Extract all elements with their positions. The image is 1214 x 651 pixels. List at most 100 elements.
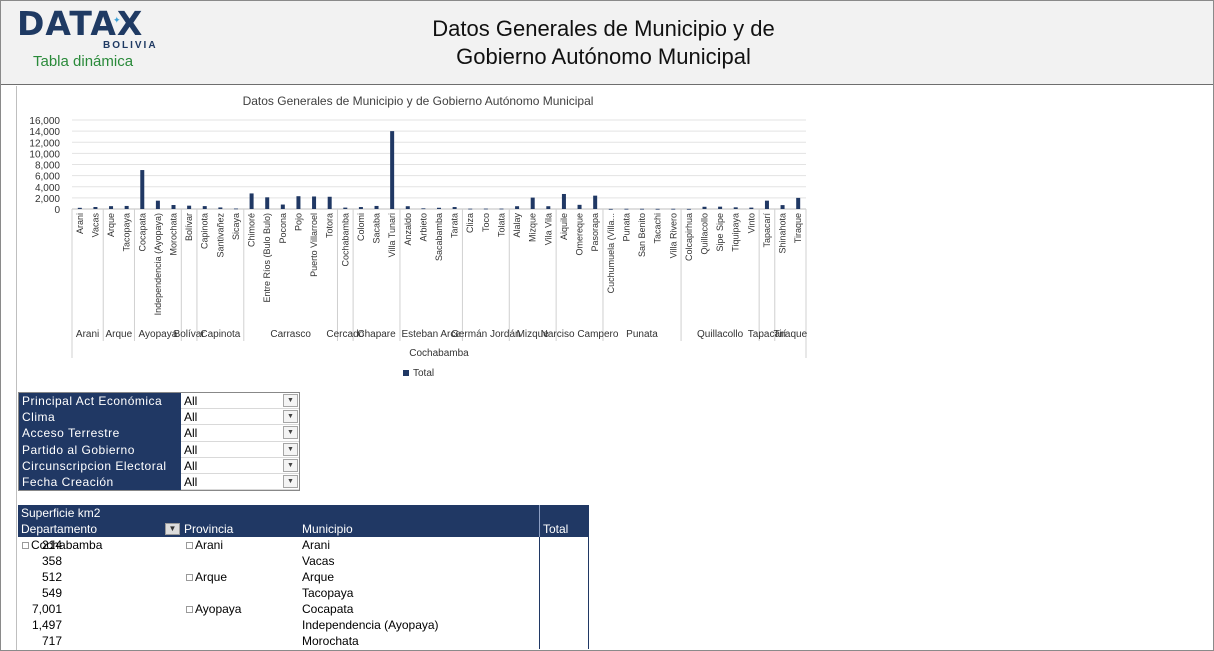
pivot-body: Cochabamba Arani Arani 214 Vacas 358 Arque Arqu… xyxy=(18,537,589,649)
province-label: Carrasco xyxy=(270,329,311,340)
bar xyxy=(561,193,566,209)
cell-municipio-text: Arque xyxy=(302,570,335,584)
y-tick-label: 12,000 xyxy=(29,138,60,149)
total-cell-border xyxy=(539,601,589,617)
chevron-down-icon[interactable]: ▼ xyxy=(283,410,298,424)
cell-municipio-text: Arani xyxy=(302,538,331,552)
filter-row: Partido al Gobierno All ▼ xyxy=(19,441,299,458)
x-tick-label: Colcapirhua xyxy=(684,213,694,261)
cell-provincia[interactable]: Arque xyxy=(186,569,227,585)
filter-select[interactable]: All ▼ xyxy=(181,457,299,474)
bar xyxy=(530,197,535,209)
page-title-line2: Gobierno Autónomo Municipal xyxy=(456,44,751,69)
page-title-line1: Datos Generales de Municipio y de xyxy=(432,16,775,41)
bar xyxy=(499,208,504,210)
x-tick-label: Independencia (Ayopaya) xyxy=(153,213,163,315)
bar xyxy=(280,204,285,209)
cell-total: 7,001 xyxy=(18,601,62,617)
y-tick-label: 6,000 xyxy=(35,172,60,183)
cell-provincia-text: Arani xyxy=(195,538,224,552)
filter-select[interactable]: All ▼ xyxy=(181,409,299,426)
bar xyxy=(249,193,254,209)
x-tick-label: Vacas xyxy=(90,213,100,238)
chevron-down-icon[interactable]: ▼ xyxy=(283,458,298,472)
department-label: Cochabamba xyxy=(409,348,469,359)
collapse-icon[interactable] xyxy=(186,574,193,582)
x-tick-label: Tapacarí xyxy=(762,213,772,248)
cell-total-text: 717 xyxy=(41,634,62,648)
collapse-icon[interactable] xyxy=(186,606,193,614)
y-tick-label: 2,000 xyxy=(35,194,60,205)
chevron-down-icon[interactable]: ▼ xyxy=(283,426,298,440)
bar-chart[interactable]: Datos Generales de Municipio y de Gobier… xyxy=(18,86,818,386)
filter-select[interactable]: All ▼ xyxy=(181,425,299,442)
table-row: Ayopaya Cocapata 7,001 xyxy=(18,601,589,617)
table-row: Arque Arque 512 xyxy=(18,569,589,585)
bar xyxy=(265,197,270,209)
cell-municipio: Independencia (Ayopaya) xyxy=(302,617,439,633)
province-label: Narciso Campero xyxy=(541,329,619,340)
filter-select[interactable]: All ▼ xyxy=(181,441,299,458)
x-tick-label: Tiquipaya xyxy=(731,213,741,252)
bar xyxy=(686,208,691,210)
x-tick-label: Pasorapa xyxy=(590,213,600,252)
x-tick-label: Tolata xyxy=(496,213,506,237)
bar xyxy=(312,196,317,209)
bar xyxy=(390,131,395,209)
chevron-down-icon[interactable]: ▼ xyxy=(283,394,298,407)
province-label: Ayopaya xyxy=(139,329,178,340)
x-tick-label: Cliza xyxy=(465,213,475,233)
bar xyxy=(733,207,738,209)
filter-select[interactable]: All ▼ xyxy=(181,393,299,410)
cell-municipio-text: Cocapata xyxy=(302,602,354,616)
x-tick-label: Sacabamba xyxy=(434,213,444,261)
total-cell-border xyxy=(539,617,589,633)
x-tick-label: Colomi xyxy=(356,213,366,241)
filter-value: All xyxy=(184,410,198,425)
filter-dropdown-icon[interactable]: ▼ xyxy=(165,523,180,535)
collapse-icon[interactable] xyxy=(186,542,193,550)
cell-provincia-text: Ayopaya xyxy=(195,602,242,616)
chevron-down-icon[interactable]: ▼ xyxy=(283,474,298,488)
total-cell-border xyxy=(539,553,589,569)
pivot-measure-header: Superficie km2 xyxy=(18,505,589,521)
y-tick-label: 10,000 xyxy=(29,149,60,160)
x-tick-label: Morochata xyxy=(169,213,179,256)
cell-provincia[interactable]: Ayopaya xyxy=(186,601,241,617)
pivot-column-header: Departamento ▼ Provincia Municipio Total xyxy=(18,505,589,537)
cell-municipio-text: Vacas xyxy=(302,554,335,568)
bar xyxy=(218,207,223,209)
filter-row: Clima All ▼ xyxy=(19,409,299,426)
bar xyxy=(233,208,238,210)
x-tick-label: Omereque xyxy=(575,213,585,256)
total-cell-border xyxy=(539,537,589,553)
table-row: Tacopaya 549 xyxy=(18,585,589,601)
x-tick-label: Bolívar xyxy=(184,213,194,241)
total-cell-border xyxy=(539,569,589,585)
bar xyxy=(483,208,488,210)
x-tick-label: Vila Vila xyxy=(543,213,553,245)
table-row: Independencia (Ayopaya) 1,497 xyxy=(18,617,589,633)
cell-municipio: Morochata xyxy=(302,633,359,649)
total-cell-border xyxy=(539,633,589,649)
cell-departamento-text: Cochabamba xyxy=(31,538,103,552)
filter-row: Principal Act Económica All ▼ xyxy=(19,393,299,410)
cell-municipio-text: Tacopaya xyxy=(302,586,354,600)
collapse-icon[interactable] xyxy=(22,542,29,550)
bar xyxy=(155,200,160,209)
bar xyxy=(171,205,176,209)
province-label: Chapare xyxy=(357,329,396,340)
y-tick-label: 0 xyxy=(54,205,60,216)
filter-select[interactable]: All ▼ xyxy=(181,473,299,491)
chevron-down-icon[interactable]: ▼ xyxy=(283,442,298,456)
filter-value: All xyxy=(184,442,198,457)
x-tick-label: Mizque xyxy=(528,213,538,242)
total-cell-border xyxy=(539,585,589,601)
filter-row: Fecha Creación All ▼ xyxy=(19,473,299,491)
cell-total-text: 358 xyxy=(41,554,62,568)
province-label: Punata xyxy=(626,329,658,340)
cell-departamento[interactable]: Cochabamba xyxy=(22,537,102,553)
cell-provincia[interactable]: Arani xyxy=(186,537,223,553)
bar xyxy=(109,206,114,209)
bar xyxy=(640,208,645,210)
